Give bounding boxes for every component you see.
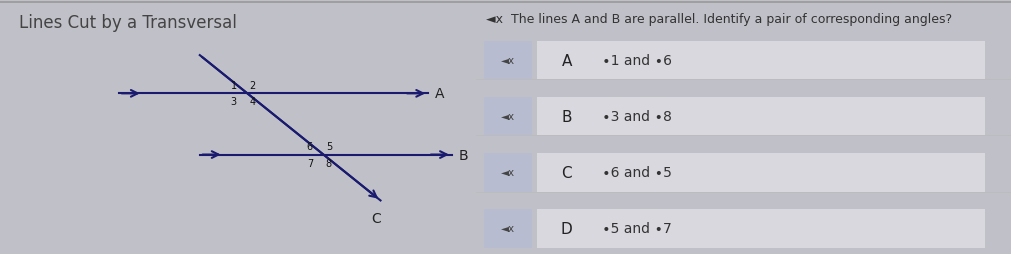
Text: ◄x: ◄x — [500, 168, 515, 178]
Text: ◄x  The lines A and B are parallel. Identify a pair of corresponding angles?: ◄x The lines A and B are parallel. Ident… — [486, 13, 951, 26]
Text: 3: 3 — [231, 97, 237, 107]
Text: 5: 5 — [326, 142, 332, 152]
FancyBboxPatch shape — [483, 154, 532, 192]
Text: ∙3 and ∙8: ∙3 and ∙8 — [602, 110, 671, 124]
Text: B: B — [561, 109, 571, 124]
FancyBboxPatch shape — [483, 42, 532, 80]
Text: 2: 2 — [250, 81, 256, 91]
Text: B: B — [459, 148, 468, 162]
FancyBboxPatch shape — [537, 210, 985, 248]
Text: 8: 8 — [326, 158, 332, 168]
Text: A: A — [435, 87, 444, 101]
FancyBboxPatch shape — [537, 98, 985, 136]
Text: ∙1 and ∙6: ∙1 and ∙6 — [602, 54, 671, 68]
Text: ∙6 and ∙5: ∙6 and ∙5 — [602, 166, 671, 180]
Text: ◄x: ◄x — [500, 56, 515, 66]
Text: 6: 6 — [306, 142, 312, 152]
Text: D: D — [560, 221, 572, 236]
Text: C: C — [370, 211, 380, 225]
Text: ∙5 and ∙7: ∙5 and ∙7 — [602, 222, 670, 235]
Text: 7: 7 — [306, 158, 312, 168]
Text: ◄x: ◄x — [500, 224, 515, 234]
FancyBboxPatch shape — [537, 42, 985, 80]
Text: Lines Cut by a Transversal: Lines Cut by a Transversal — [19, 14, 237, 32]
FancyBboxPatch shape — [537, 154, 985, 192]
Text: 1: 1 — [231, 81, 237, 91]
Text: C: C — [561, 165, 571, 180]
Text: ◄x: ◄x — [500, 112, 515, 122]
FancyBboxPatch shape — [483, 98, 532, 136]
Text: 4: 4 — [250, 97, 256, 107]
FancyBboxPatch shape — [483, 210, 532, 248]
Text: A: A — [561, 54, 571, 68]
